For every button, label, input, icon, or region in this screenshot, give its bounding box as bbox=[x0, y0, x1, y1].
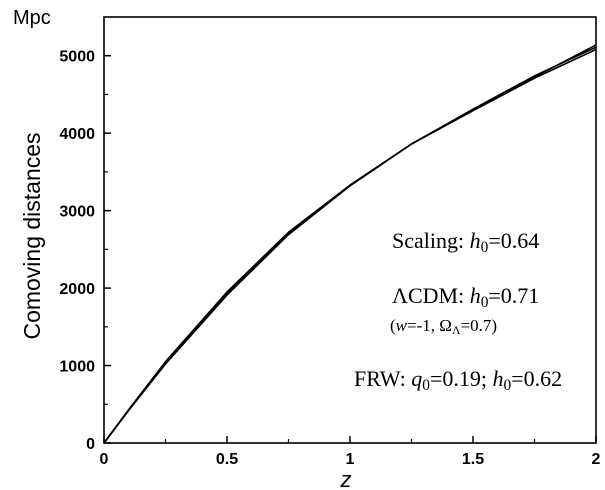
frw-annotation: FRW: q0=0.19; h0=0.62 bbox=[354, 366, 563, 394]
x-tick-label: 2 bbox=[592, 451, 601, 468]
y-tick-label: 3000 bbox=[59, 204, 95, 221]
scaling-annotation: Scaling: h0=0.64 bbox=[392, 228, 540, 256]
x-axis-title: z bbox=[340, 467, 352, 490]
frw-h: h bbox=[492, 366, 504, 391]
lcdm-annotation: ΛCDM: h0=0.71 bbox=[392, 283, 540, 311]
y-tick-label: 2000 bbox=[59, 281, 95, 298]
scaling-label: Scaling: bbox=[392, 228, 470, 253]
frw-h-value: =0.62 bbox=[511, 366, 563, 391]
series-line-3 bbox=[103, 44, 597, 444]
frw-q: q bbox=[411, 366, 423, 391]
lcdm-note: (w=-1, ΩΛ=0.7) bbox=[390, 316, 498, 337]
scaling-param: h bbox=[469, 228, 481, 253]
axis-ticks: 0 1000 2000 3000 4000 5000 0 0.5 1 1.5 2 bbox=[59, 49, 600, 468]
unit-label: Mpc bbox=[13, 7, 51, 29]
lcdm-note-omega-value: =0.7 bbox=[460, 316, 492, 335]
y-tick-label: 0 bbox=[86, 436, 95, 453]
x-tick-label: 1.5 bbox=[462, 451, 484, 468]
lcdm-param: h bbox=[469, 283, 481, 308]
y-axis-title: Comoving distances bbox=[19, 132, 45, 339]
scaling-sub: 0 bbox=[480, 238, 489, 256]
x-tick-label: 0 bbox=[100, 451, 109, 468]
frw-q-value: =0.19; bbox=[429, 366, 493, 391]
y-tick-label: 5000 bbox=[59, 49, 95, 66]
frw-label: FRW: bbox=[354, 366, 412, 391]
lcdm-note-w-value: =-1, Ω bbox=[407, 316, 452, 335]
x-tick-label: 0.5 bbox=[216, 451, 238, 468]
y-tick-label: 4000 bbox=[59, 126, 95, 143]
lcdm-sub: 0 bbox=[480, 293, 489, 311]
y-tick-label: 1000 bbox=[59, 359, 95, 376]
lcdm-note-omega-sub: Λ bbox=[451, 322, 461, 337]
frw-q-sub: 0 bbox=[422, 376, 430, 394]
lcdm-value: =0.71 bbox=[488, 283, 540, 308]
frw-h-sub: 0 bbox=[503, 376, 512, 394]
lcdm-note-w: w bbox=[395, 316, 408, 335]
x-tick-label: 1 bbox=[346, 451, 355, 468]
scaling-value: =0.64 bbox=[488, 228, 540, 253]
lcdm-label: ΛCDM: bbox=[392, 283, 470, 308]
series-group bbox=[103, 44, 597, 444]
